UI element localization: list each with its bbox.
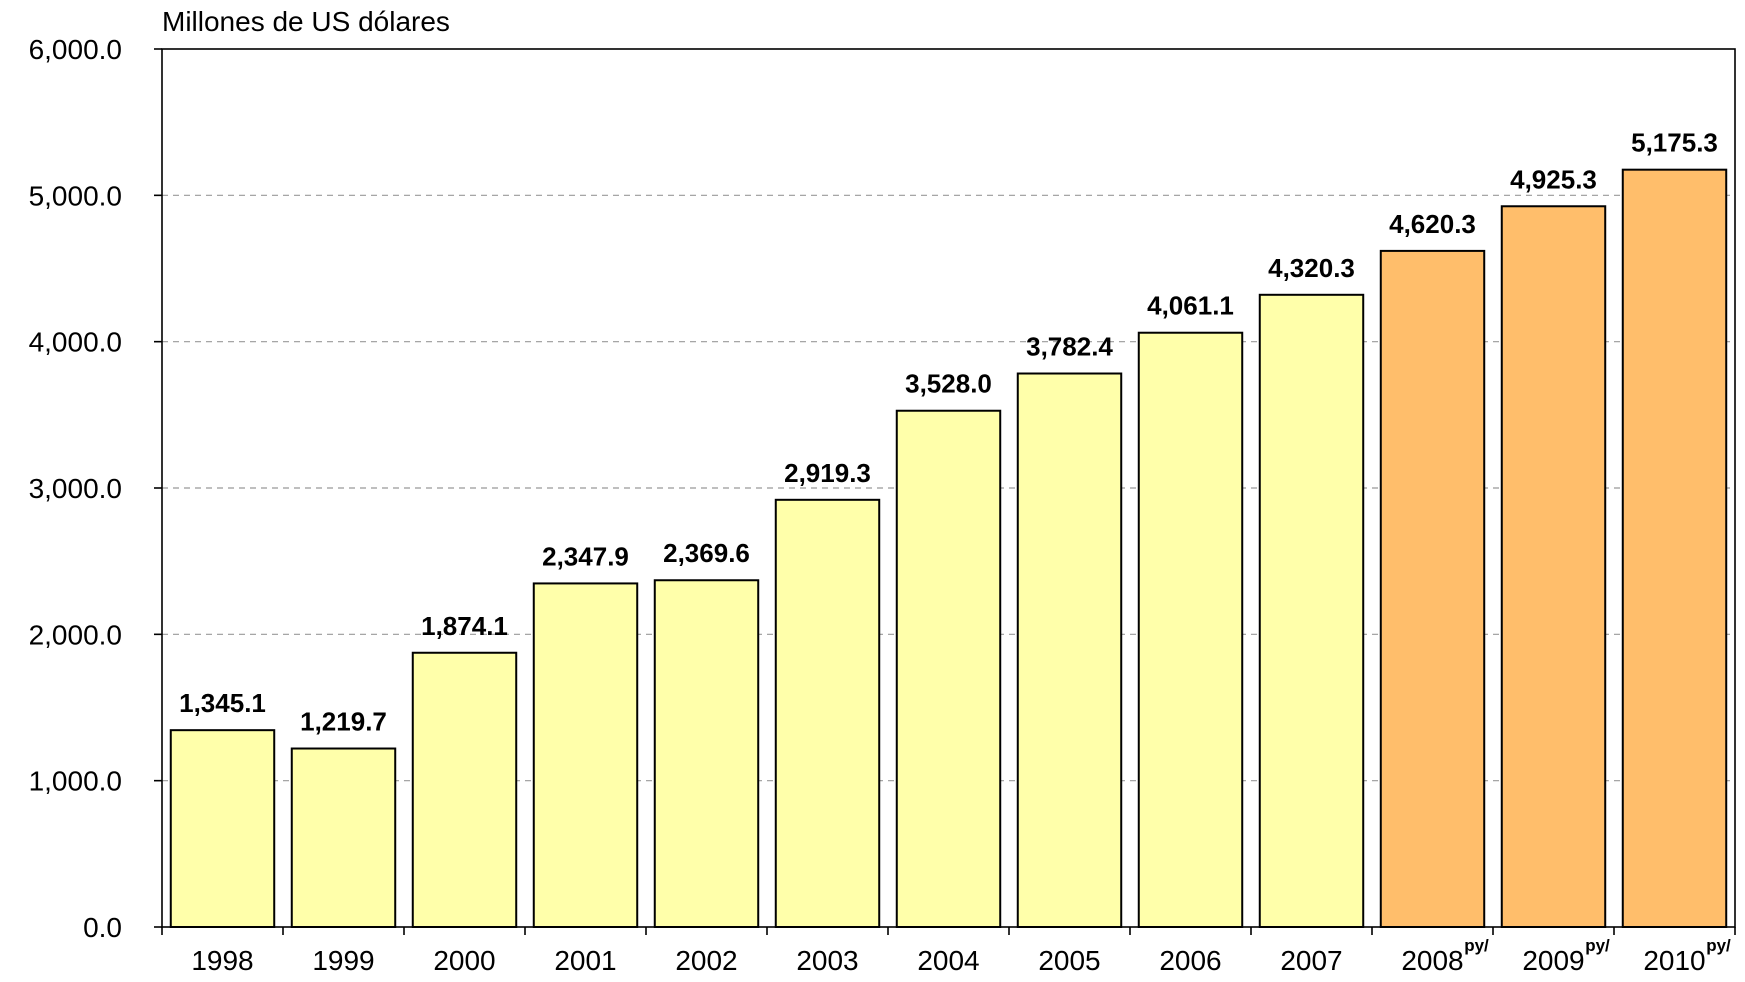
x-tick-label: 2006	[1159, 945, 1221, 976]
x-tick-label: 2002	[675, 945, 737, 976]
x-tick-note: py/	[1585, 936, 1610, 955]
bar	[1016, 372, 1123, 928]
bar	[1379, 249, 1486, 928]
data-label: 4,061.1	[1147, 291, 1234, 321]
data-label: 4,320.3	[1268, 253, 1355, 283]
data-label: 4,925.3	[1510, 164, 1597, 194]
bar	[1500, 205, 1607, 929]
bar	[1621, 168, 1728, 929]
y-tick-label: 0.0	[83, 912, 122, 943]
x-tick-label: 1999	[312, 945, 374, 976]
data-label: 2,347.9	[542, 541, 629, 571]
x-tick-note: py/	[1464, 936, 1489, 955]
x-tick-label: 2009	[1522, 945, 1584, 976]
bar	[1137, 331, 1244, 928]
y-tick-label: 5,000.0	[29, 180, 122, 211]
x-tick-label: 2010	[1643, 945, 1705, 976]
x-tick-label: 2007	[1280, 945, 1342, 976]
bar	[774, 498, 881, 928]
data-label: 3,782.4	[1026, 332, 1113, 362]
x-tick-note: py/	[1706, 936, 1731, 955]
data-label: 4,620.3	[1389, 209, 1476, 239]
bars	[169, 168, 1728, 929]
bar	[653, 579, 760, 928]
x-tick-label: 2005	[1038, 945, 1100, 976]
x-tick-label: 2003	[796, 945, 858, 976]
data-label: 1,219.7	[300, 707, 387, 737]
bar	[411, 651, 518, 928]
bar	[1258, 293, 1365, 929]
y-tick-label: 6,000.0	[29, 34, 122, 65]
data-label: 1,345.1	[179, 688, 266, 718]
bar	[169, 729, 276, 929]
bar	[532, 582, 639, 928]
x-axis-ticks: 1998 1999 2000 2001 2002 2003 2004 2005 2006 2007…	[161, 927, 1736, 976]
data-label: 2,919.3	[784, 458, 871, 488]
data-label: 1,874.1	[421, 611, 508, 641]
data-label: 2,369.6	[663, 538, 750, 568]
bar	[290, 747, 397, 928]
data-labels: 1,345.1 1,219.7 1,874.1 2,347.9 2,369.6 2,919…	[179, 128, 1718, 737]
y-axis-title: Millones de US dólares	[162, 6, 450, 37]
x-tick-label: 2008	[1401, 945, 1463, 976]
data-label: 3,528.0	[905, 369, 992, 399]
y-tick-label: 3,000.0	[29, 473, 122, 504]
bar	[895, 409, 1002, 928]
x-tick-label: 2004	[917, 945, 979, 976]
y-tick-label: 1,000.0	[29, 766, 122, 797]
y-axis-ticks: 0.0 1,000.0 2,000.0 3,000.0 4,000.0 5,000.0 6,…	[29, 34, 162, 943]
x-tick-label: 2000	[433, 945, 495, 976]
y-tick-label: 4,000.0	[29, 327, 122, 358]
y-tick-label: 2,000.0	[29, 619, 122, 650]
data-label: 5,175.3	[1631, 128, 1718, 158]
x-tick-label: 1998	[191, 945, 253, 976]
x-tick-label: 2001	[554, 945, 616, 976]
